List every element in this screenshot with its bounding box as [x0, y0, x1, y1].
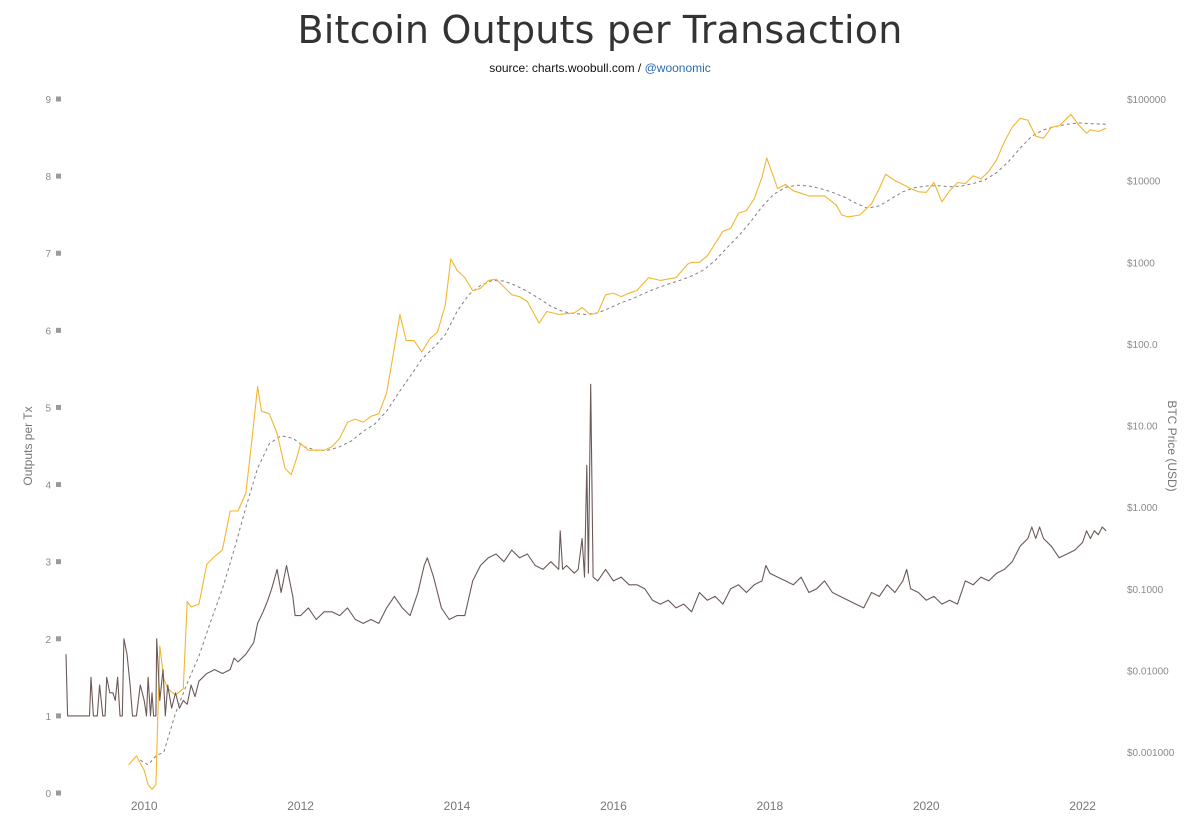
x-tick-label: 2016 — [600, 799, 627, 813]
y-tick-mark — [56, 559, 61, 565]
chart-source: source: charts.woobull.com / @woonomic — [0, 61, 1200, 75]
series-layer — [65, 113, 1107, 790]
y-tick-mark — [56, 713, 61, 719]
y-tick-mark — [56, 250, 61, 256]
y2-tick-label: $0.001000 — [1127, 748, 1175, 759]
y2-tick-label: $1.000 — [1127, 503, 1158, 514]
y2-tick-label: $0.1000 — [1127, 585, 1164, 596]
y-tick-label: 9 — [45, 95, 51, 106]
y2-tick-label: $0.01000 — [1127, 667, 1169, 678]
y2-tick-label: $100000 — [1127, 95, 1166, 106]
y-tick-label: 5 — [45, 403, 51, 414]
x-tick-label: 2012 — [287, 799, 314, 813]
chart-title: Bitcoin Outputs per Transaction — [297, 8, 903, 52]
y-tick-label: 0 — [45, 789, 51, 800]
source-handle-link[interactable]: @woonomic — [644, 61, 711, 75]
y-tick-mark — [56, 636, 61, 642]
series-btc-price — [128, 113, 1107, 790]
series-price-moving-average — [140, 122, 1107, 766]
y-tick-label: 6 — [45, 326, 51, 337]
x-tick-label: 2018 — [756, 799, 783, 813]
x-tick-label: 2020 — [913, 799, 940, 813]
y-tick-mark — [56, 327, 61, 333]
y-tick-mark — [56, 96, 61, 102]
series-outputs-per-tx — [65, 383, 1107, 717]
x-axis: 2010 2012 2014 2016 2018 2020 2022 — [131, 799, 1096, 813]
y-tick-label: 1 — [45, 712, 51, 723]
y2-tick-label: $1000 — [1127, 258, 1155, 269]
y-axis-label: Outputs per Tx — [21, 406, 35, 485]
y2-tick-label: $100.0 — [1127, 340, 1158, 351]
y2-tick-label: $10.00 — [1127, 422, 1158, 433]
y-tick-mark — [56, 173, 61, 179]
x-tick-label: 2014 — [444, 799, 471, 813]
y-tick-label: 3 — [45, 558, 51, 569]
y-tick-label: 7 — [45, 249, 51, 260]
y-tick-mark — [56, 790, 61, 796]
y2-tick-label: $10000 — [1127, 177, 1161, 188]
x-tick-label: 2022 — [1069, 799, 1096, 813]
x-tick-label: 2010 — [131, 799, 158, 813]
y-axis-right: $0.001000 $0.01000 $0.1000 $1.000 $10.00 $100… — [1127, 95, 1175, 759]
y-tick-mark — [56, 482, 61, 488]
y-tick-label: 2 — [45, 635, 51, 646]
y-tick-mark — [56, 404, 61, 410]
source-prefix: source: charts.woobull.com / — [489, 61, 642, 75]
y-tick-label: 8 — [45, 172, 51, 183]
y-tick-label: 4 — [45, 481, 51, 492]
y-axis-left: 0 1 2 3 4 5 6 7 8 9 — [45, 95, 61, 800]
y2-axis-label: BTC Price (USD) — [1165, 400, 1179, 491]
